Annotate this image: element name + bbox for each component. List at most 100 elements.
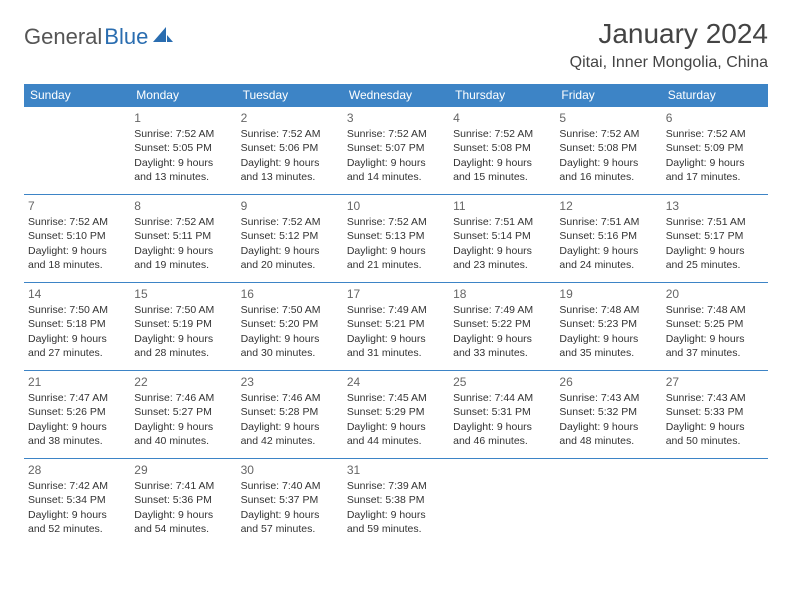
daylight-text: Daylight: 9 hours and 40 minutes. xyxy=(134,420,232,448)
day-header: Friday xyxy=(555,84,661,107)
sunrise-text: Sunrise: 7:52 AM xyxy=(453,127,551,141)
day-header: Monday xyxy=(130,84,236,107)
daylight-text: Daylight: 9 hours and 54 minutes. xyxy=(134,508,232,536)
sunrise-text: Sunrise: 7:41 AM xyxy=(134,479,232,493)
daylight-text: Daylight: 9 hours and 38 minutes. xyxy=(28,420,126,448)
logo-sail-icon xyxy=(152,26,174,49)
day-header: Thursday xyxy=(449,84,555,107)
sunset-text: Sunset: 5:25 PM xyxy=(666,317,764,331)
day-cell: 10Sunrise: 7:52 AMSunset: 5:13 PMDayligh… xyxy=(343,195,449,283)
sunrise-text: Sunrise: 7:49 AM xyxy=(347,303,445,317)
sunset-text: Sunset: 5:14 PM xyxy=(453,229,551,243)
sunset-text: Sunset: 5:33 PM xyxy=(666,405,764,419)
day-cell: 27Sunrise: 7:43 AMSunset: 5:33 PMDayligh… xyxy=(662,371,768,459)
daylight-text: Daylight: 9 hours and 35 minutes. xyxy=(559,332,657,360)
day-cell: 30Sunrise: 7:40 AMSunset: 5:37 PMDayligh… xyxy=(237,459,343,547)
sunrise-text: Sunrise: 7:49 AM xyxy=(453,303,551,317)
day-number: 23 xyxy=(241,374,339,390)
day-number: 5 xyxy=(559,110,657,126)
day-cell: 23Sunrise: 7:46 AMSunset: 5:28 PMDayligh… xyxy=(237,371,343,459)
sunset-text: Sunset: 5:29 PM xyxy=(347,405,445,419)
day-cell: 20Sunrise: 7:48 AMSunset: 5:25 PMDayligh… xyxy=(662,283,768,371)
calendar-body: 1 Sunrise: 7:52 AM Sunset: 5:05 PM Daylight… xyxy=(24,107,768,547)
day-number: 3 xyxy=(347,110,445,126)
sunrise-text: Sunrise: 7:52 AM xyxy=(241,215,339,229)
daylight-text: Daylight: 9 hours and 27 minutes. xyxy=(28,332,126,360)
day-number: 20 xyxy=(666,286,764,302)
sunrise-text: Sunrise: 7:44 AM xyxy=(453,391,551,405)
day-header: Sunday xyxy=(24,84,130,107)
sunrise-text: Sunrise: 7:50 AM xyxy=(241,303,339,317)
day-cell: 11Sunrise: 7:51 AMSunset: 5:14 PMDayligh… xyxy=(449,195,555,283)
sunrise-text: Sunrise: 7:45 AM xyxy=(347,391,445,405)
daylight-text: Daylight: 9 hours and 28 minutes. xyxy=(134,332,232,360)
day-number: 16 xyxy=(241,286,339,302)
week-row: 14Sunrise: 7:50 AMSunset: 5:18 PMDayligh… xyxy=(24,283,768,371)
day-cell: 14Sunrise: 7:50 AMSunset: 5:18 PMDayligh… xyxy=(24,283,130,371)
day-cell xyxy=(555,459,661,547)
sunset-text: Sunset: 5:28 PM xyxy=(241,405,339,419)
sunset-text: Sunset: 5:11 PM xyxy=(134,229,232,243)
week-row: 21Sunrise: 7:47 AMSunset: 5:26 PMDayligh… xyxy=(24,371,768,459)
day-number: 22 xyxy=(134,374,232,390)
sunrise-text: Sunrise: 7:50 AM xyxy=(28,303,126,317)
day-cell: 8Sunrise: 7:52 AMSunset: 5:11 PMDaylight… xyxy=(130,195,236,283)
page-header: GeneralBlue January 2024 Qitai, Inner Mo… xyxy=(24,18,768,72)
sunrise-text: Sunrise: 7:47 AM xyxy=(28,391,126,405)
day-number: 27 xyxy=(666,374,764,390)
sunrise-text: Sunrise: 7:43 AM xyxy=(559,391,657,405)
day-number: 1 xyxy=(134,110,232,126)
daylight-text: Daylight: 9 hours and 37 minutes. xyxy=(666,332,764,360)
day-number: 19 xyxy=(559,286,657,302)
sunrise-text: Sunrise: 7:42 AM xyxy=(28,479,126,493)
day-number: 8 xyxy=(134,198,232,214)
sunset-text: Sunset: 5:31 PM xyxy=(453,405,551,419)
day-number: 31 xyxy=(347,462,445,478)
day-number: 10 xyxy=(347,198,445,214)
sunset-text: Sunset: 5:05 PM xyxy=(134,141,232,155)
week-row: 7 Sunrise: 7:52 AM Sunset: 5:10 PM Daylight… xyxy=(24,195,768,283)
sunset-text: Sunset: 5:26 PM xyxy=(28,405,126,419)
daylight-text: Daylight: 9 hours and 48 minutes. xyxy=(559,420,657,448)
sunset-text: Sunset: 5:19 PM xyxy=(134,317,232,331)
sunset-text: Sunset: 5:21 PM xyxy=(347,317,445,331)
logo: GeneralBlue xyxy=(24,18,174,50)
day-number: 12 xyxy=(559,198,657,214)
day-number: 18 xyxy=(453,286,551,302)
day-cell xyxy=(449,459,555,547)
day-cell: 3Sunrise: 7:52 AMSunset: 5:07 PMDaylight… xyxy=(343,107,449,195)
daylight-text: Daylight: 9 hours and 59 minutes. xyxy=(347,508,445,536)
day-cell: 9Sunrise: 7:52 AMSunset: 5:12 PMDaylight… xyxy=(237,195,343,283)
sunrise-text: Sunrise: 7:43 AM xyxy=(666,391,764,405)
sunrise-text: Sunrise: 7:51 AM xyxy=(453,215,551,229)
day-cell: 19Sunrise: 7:48 AMSunset: 5:23 PMDayligh… xyxy=(555,283,661,371)
day-number: 28 xyxy=(28,462,126,478)
day-number: 4 xyxy=(453,110,551,126)
sunset-text: Sunset: 5:18 PM xyxy=(28,317,126,331)
daylight-text: Daylight: 9 hours and 30 minutes. xyxy=(241,332,339,360)
day-number: 11 xyxy=(453,198,551,214)
day-cell: 21Sunrise: 7:47 AMSunset: 5:26 PMDayligh… xyxy=(24,371,130,459)
location-text: Qitai, Inner Mongolia, China xyxy=(570,54,768,72)
daylight-text: Daylight: 9 hours and 13 minutes. xyxy=(241,156,339,184)
sunrise-text: Sunrise: 7:46 AM xyxy=(134,391,232,405)
daylight-text: Daylight: 9 hours and 33 minutes. xyxy=(453,332,551,360)
sunset-text: Sunset: 5:27 PM xyxy=(134,405,232,419)
daylight-text: Daylight: 9 hours and 31 minutes. xyxy=(347,332,445,360)
day-number: 7 xyxy=(28,198,126,214)
daylight-text: Daylight: 9 hours and 15 minutes. xyxy=(453,156,551,184)
sunset-text: Sunset: 5:06 PM xyxy=(241,141,339,155)
sunrise-text: Sunrise: 7:52 AM xyxy=(347,215,445,229)
sunrise-text: Sunrise: 7:52 AM xyxy=(241,127,339,141)
daylight-text: Daylight: 9 hours and 52 minutes. xyxy=(28,508,126,536)
title-block: January 2024 Qitai, Inner Mongolia, Chin… xyxy=(570,18,768,72)
day-cell: 24Sunrise: 7:45 AMSunset: 5:29 PMDayligh… xyxy=(343,371,449,459)
sunset-text: Sunset: 5:20 PM xyxy=(241,317,339,331)
sunset-text: Sunset: 5:10 PM xyxy=(28,229,126,243)
daylight-text: Daylight: 9 hours and 20 minutes. xyxy=(241,244,339,272)
sunset-text: Sunset: 5:34 PM xyxy=(28,493,126,507)
day-cell: 5Sunrise: 7:52 AMSunset: 5:08 PMDaylight… xyxy=(555,107,661,195)
day-cell: 1Sunrise: 7:52 AMSunset: 5:05 PMDaylight… xyxy=(130,107,236,195)
sunset-text: Sunset: 5:23 PM xyxy=(559,317,657,331)
daylight-text: Daylight: 9 hours and 50 minutes. xyxy=(666,420,764,448)
